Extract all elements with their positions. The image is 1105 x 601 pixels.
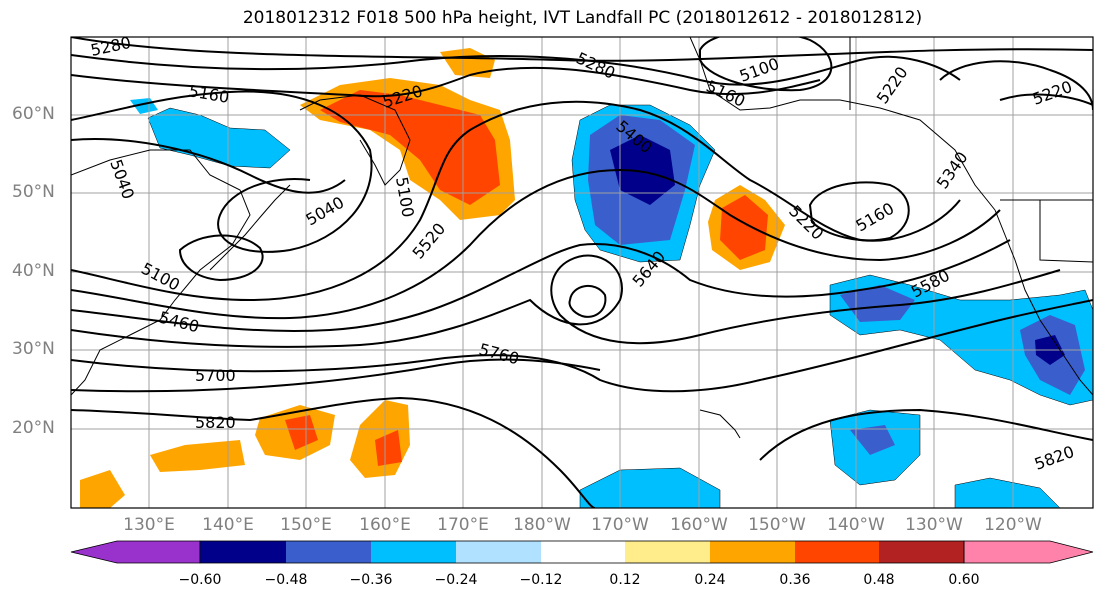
- colorbar-bin: [879, 541, 964, 563]
- lon-label: 120°W: [984, 515, 1042, 535]
- lon-label: 140°W: [827, 515, 885, 535]
- contour-line: [808, 181, 910, 242]
- lon-label: 160°E: [359, 515, 411, 535]
- contour-line: [759, 408, 1093, 461]
- colorbar-bin: [200, 541, 286, 563]
- contour-line: [71, 239, 1011, 332]
- ivt-positive-core: [375, 430, 402, 466]
- lon-label: 140°E: [202, 515, 254, 535]
- ivt-negative-region: [954, 477, 1061, 508]
- colorbar-frame: [199, 540, 965, 564]
- ivt-positive-region: [80, 470, 125, 508]
- lat-label: 40°N: [12, 261, 55, 281]
- colorbar-tick-label: 0.48: [863, 572, 895, 588]
- colorbar-bin: [456, 541, 541, 563]
- ivt-positive-core: [320, 90, 500, 205]
- map-panel: 5280 5160 5220 5100 5040 5280 5400 5100 …: [71, 37, 1093, 508]
- colorbar-bin: [541, 541, 625, 563]
- ivt-negative-peak: [610, 135, 675, 205]
- japan: [209, 184, 291, 271]
- colorbar-bin: [710, 541, 795, 563]
- colorbar-bin: [795, 541, 879, 563]
- contour-line: [71, 358, 601, 393]
- contour-line: [71, 100, 961, 302]
- contour-line: [71, 66, 821, 98]
- colorbar-bin: [371, 541, 456, 563]
- lon-label: 160°W: [670, 515, 728, 535]
- contour-line: [999, 93, 1093, 106]
- colorbar-tick-label: −0.60: [178, 572, 222, 588]
- figure-title: 2018012312 F018 500 hPa height, IVT Land…: [242, 8, 923, 28]
- lon-label: 150°W: [748, 515, 806, 535]
- coastlines: [71, 37, 1093, 439]
- height-contours: [71, 37, 1093, 508]
- lat-label: 60°N: [12, 104, 55, 124]
- contour-line: [71, 396, 596, 508]
- lon-label: 170°W: [591, 515, 649, 535]
- contour-line: [178, 234, 264, 282]
- colorbar-tick-label: −0.48: [264, 572, 308, 588]
- contour-line: [71, 299, 1093, 393]
- colorbar-tick-label: 0.60: [948, 572, 980, 588]
- colorbar: [70, 540, 1094, 564]
- colorbar-bin: [625, 541, 710, 563]
- ivt-positive-region: [150, 440, 245, 472]
- contour-line: [71, 54, 961, 86]
- ivt-positive-core: [285, 415, 318, 450]
- ivt-negative-core: [850, 425, 895, 455]
- contour-line: [699, 37, 833, 92]
- lat-label: 30°N: [12, 339, 55, 359]
- contour-line: [71, 168, 1001, 320]
- lat-label: 20°N: [12, 418, 55, 438]
- ivt-negative-region: [147, 107, 291, 169]
- map-frame: [70, 36, 1094, 509]
- lon-label: 150°E: [280, 515, 332, 535]
- contour-line: [568, 285, 607, 318]
- contour-line: [939, 60, 1093, 111]
- colorbar-tick-label: −0.36: [349, 572, 393, 588]
- colorbar-tick-label: −0.24: [434, 572, 478, 588]
- colorbar-tick-label: −0.12: [519, 572, 563, 588]
- contour-line: [71, 37, 1093, 62]
- colorbar-extend-low: [70, 540, 201, 564]
- kamchatka: [299, 94, 411, 186]
- lon-label: 180°W: [513, 515, 571, 535]
- province-line: [1039, 200, 1093, 263]
- contour-line: [71, 138, 346, 194]
- alaska: [689, 37, 996, 211]
- contour-line: [71, 90, 373, 253]
- colorbar-tick-label: 0.12: [609, 572, 641, 588]
- lon-label: 170°E: [437, 515, 489, 535]
- colorbar-tick-label: 0.24: [694, 572, 726, 588]
- colorbar-tick-label: 0.36: [779, 572, 811, 588]
- hawaii: [699, 409, 741, 439]
- lat-label: 50°N: [12, 182, 55, 202]
- ivt-negative-core: [840, 285, 915, 322]
- contour-label: 5820: [195, 413, 236, 432]
- contour-label: 5700: [195, 366, 236, 385]
- lon-label: 130°W: [905, 515, 963, 535]
- lon-label: 130°E: [123, 515, 175, 535]
- ivt-positive-core: [720, 195, 768, 260]
- colorbar-bin: [286, 541, 371, 563]
- contour-line: [71, 254, 1061, 348]
- north-america-west: [994, 209, 1093, 396]
- colorbar-extend-high: [963, 540, 1094, 564]
